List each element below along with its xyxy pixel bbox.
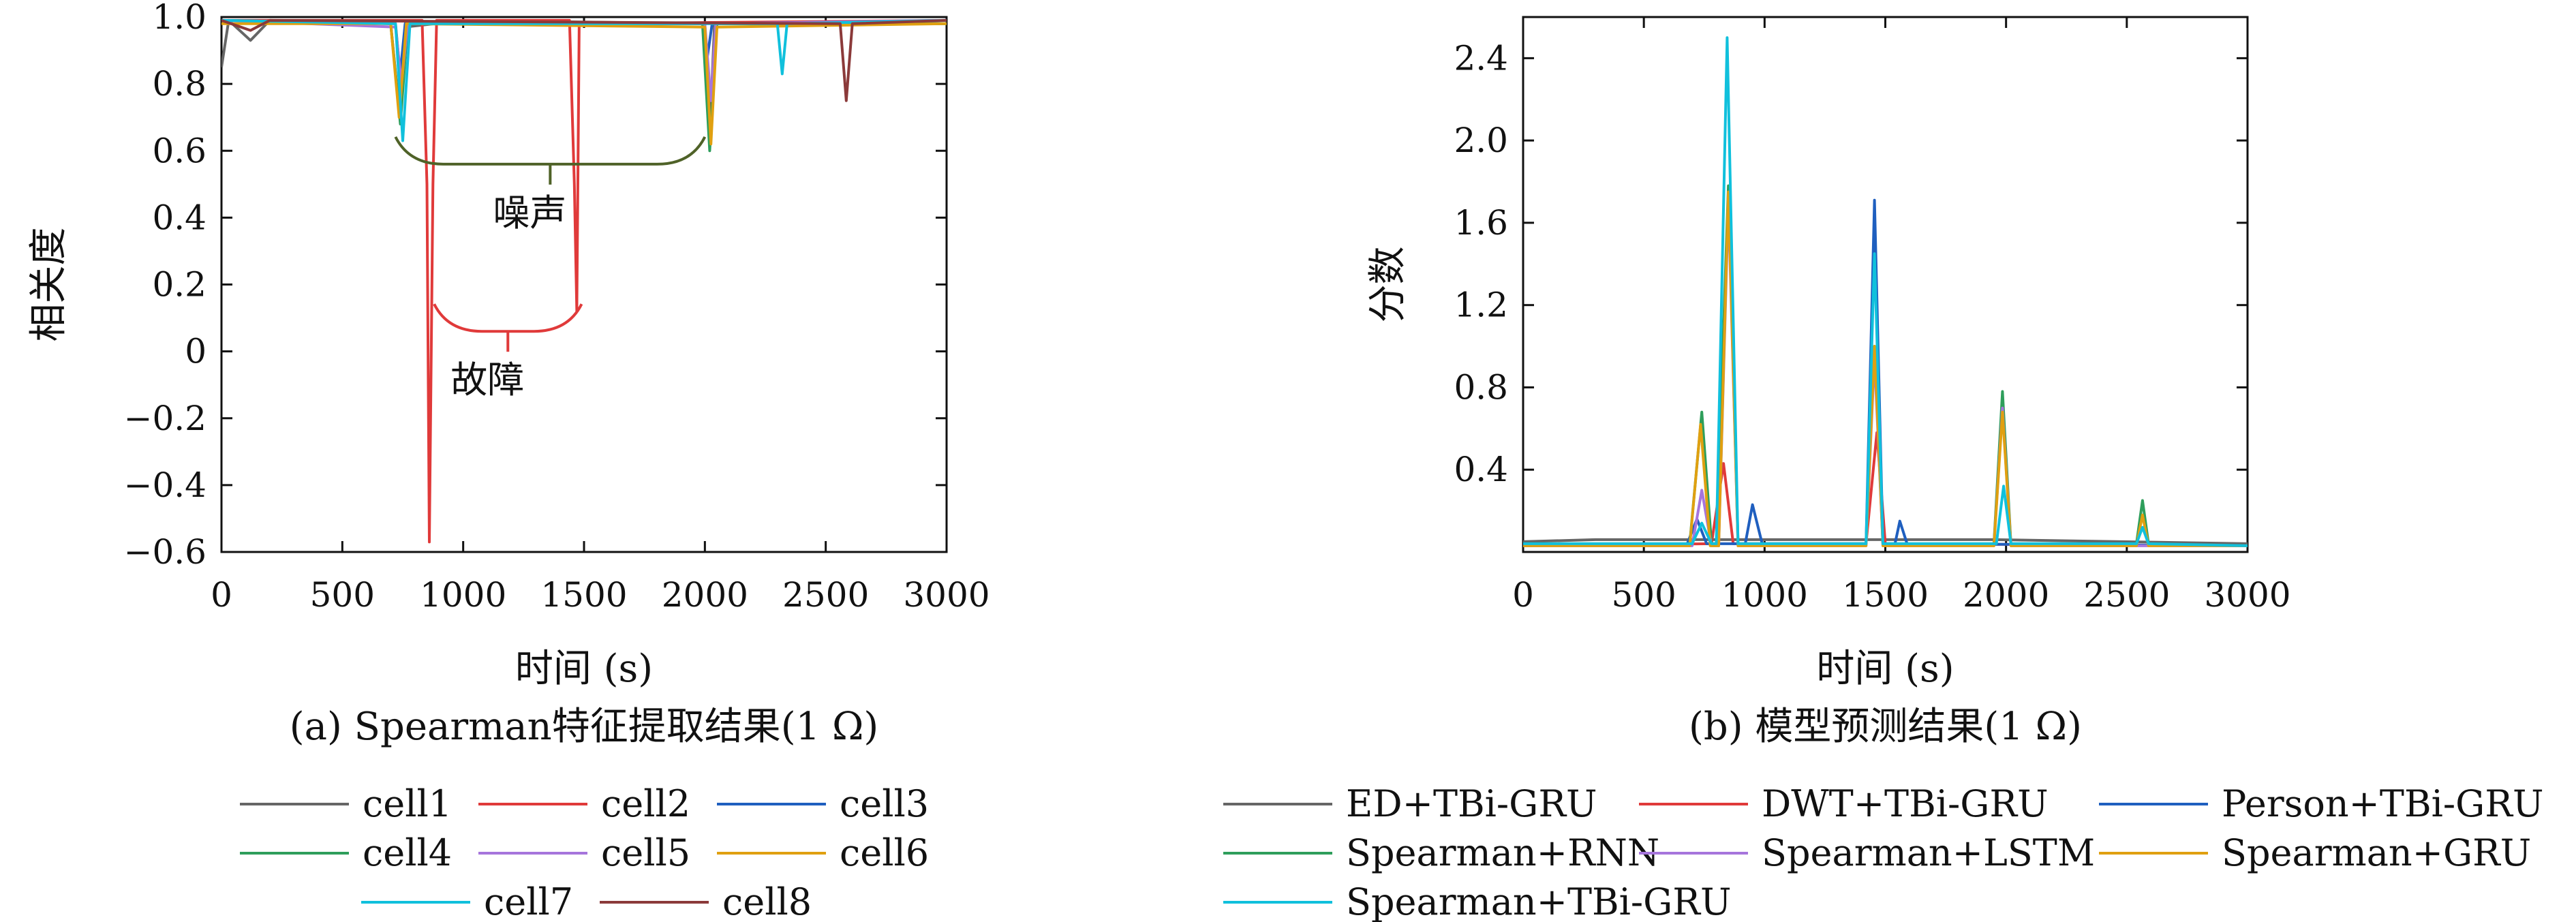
legend-label: Spearman+GRU: [2222, 831, 2531, 874]
series-line-cell3: [221, 18, 947, 99]
y-tick-label: 0.4: [1454, 450, 1508, 489]
legend-label: cell7: [484, 880, 573, 922]
series-line-spearman-rnn: [1523, 184, 2248, 547]
legend-label: cell8: [722, 880, 812, 922]
legend-label: cell6: [840, 831, 929, 874]
legend-label: cell5: [601, 831, 690, 874]
x-tick-label: 500: [1611, 575, 1676, 615]
series-group-b: [1523, 36, 2248, 547]
y-tick-label: −0.2: [124, 399, 206, 438]
panel-caption: (a) Spearman特征提取结果(1 Ω): [290, 705, 879, 749]
x-tick-label: 2000: [662, 575, 748, 615]
x-axis-label: 时间 (s): [1816, 647, 1954, 691]
x-axis-label: 时间 (s): [515, 647, 653, 691]
y-tick-label: 0.8: [152, 64, 206, 104]
x-tick-label: 1500: [540, 575, 627, 615]
y-tick-label: 0.4: [152, 198, 206, 237]
legend-label: cell2: [601, 782, 690, 825]
y-tick-label: −0.4: [124, 465, 206, 505]
y-tick-label: 1.0: [152, 0, 206, 37]
annotation-label: 故障: [450, 358, 524, 401]
annotation-bracket: [394, 136, 707, 166]
series-line-spearman-lstm: [1523, 200, 2248, 547]
annotation-bracket: [433, 303, 583, 333]
x-tick-label: 1500: [1842, 575, 1929, 615]
panel-caption: (b) 模型预测结果(1 Ω): [1689, 705, 2082, 749]
x-tick-label: 2500: [782, 575, 869, 615]
plot-frame-a: [220, 16, 948, 553]
legend-label: Spearman+LSTM: [1762, 831, 2095, 874]
y-tick-label: 2.0: [1454, 121, 1508, 160]
y-tick-label: 1.2: [1454, 286, 1508, 325]
x-tick-label: 3000: [903, 575, 990, 615]
series-line-cell1: [221, 18, 947, 136]
plot-frame-b: [1522, 16, 2249, 553]
series-line-cell5: [221, 18, 947, 102]
series-line-spearman-gru: [1523, 190, 2248, 547]
x-tick-label: 0: [1512, 575, 1534, 615]
series-line-person-tbi-gru: [1523, 198, 2248, 547]
x-tick-label: 2000: [1963, 575, 2049, 615]
series-line-cell7: [221, 18, 947, 142]
legend-label: Spearman+RNN: [1346, 831, 1659, 874]
series-line-spearman-tbi-gru: [1523, 36, 2248, 547]
series-line-cell6: [221, 22, 947, 146]
series-line-cell4: [221, 18, 947, 153]
x-tick-label: 3000: [2204, 575, 2290, 615]
y-tick-label: 2.4: [1454, 38, 1508, 78]
legend-label: cell1: [363, 782, 452, 825]
y-tick-label: 1.6: [1454, 203, 1508, 243]
series-line-cell2: [221, 18, 947, 544]
y-tick-label: 0.6: [152, 131, 206, 170]
x-tick-label: 0: [211, 575, 232, 615]
y-tick-label: 0: [185, 332, 206, 371]
legend-label: Spearman+TBi-GRU: [1346, 880, 1731, 922]
x-tick-label: 2500: [2083, 575, 2170, 615]
x-tick-label: 1000: [420, 575, 506, 615]
y-axis-label: 相关度: [27, 228, 71, 342]
legend-label: DWT+TBi-GRU: [1762, 782, 2049, 825]
panel-a-spearman-features: 0 500 1000 1500 2000 2500 3000 1.0 0.8 0.6 0.4 0.2 0…: [27, 0, 990, 922]
legend-label: cell4: [363, 831, 452, 874]
series-group-a: [221, 18, 947, 544]
series-line-cell8: [221, 18, 947, 102]
y-axis-label: 分数: [1366, 247, 1410, 323]
x-tick-label: 1000: [1721, 575, 1808, 615]
legend-label: ED+TBi-GRU: [1346, 782, 1597, 825]
y-tick-label: 0.2: [152, 265, 206, 305]
y-tick-label: 0.8: [1454, 367, 1508, 407]
legend-label: cell3: [840, 782, 929, 825]
x-tick-label: 500: [310, 575, 375, 615]
panel-b-model-predictions: 0 500 1000 1500 2000 2500 3000 2.4 2.0 1.6 1.2 0.8 0…: [1223, 16, 2543, 922]
y-tick-label: −0.6: [124, 532, 206, 572]
legend-label: Person+TBi-GRU: [2222, 782, 2543, 825]
annotation-label: 噪声: [493, 191, 566, 234]
